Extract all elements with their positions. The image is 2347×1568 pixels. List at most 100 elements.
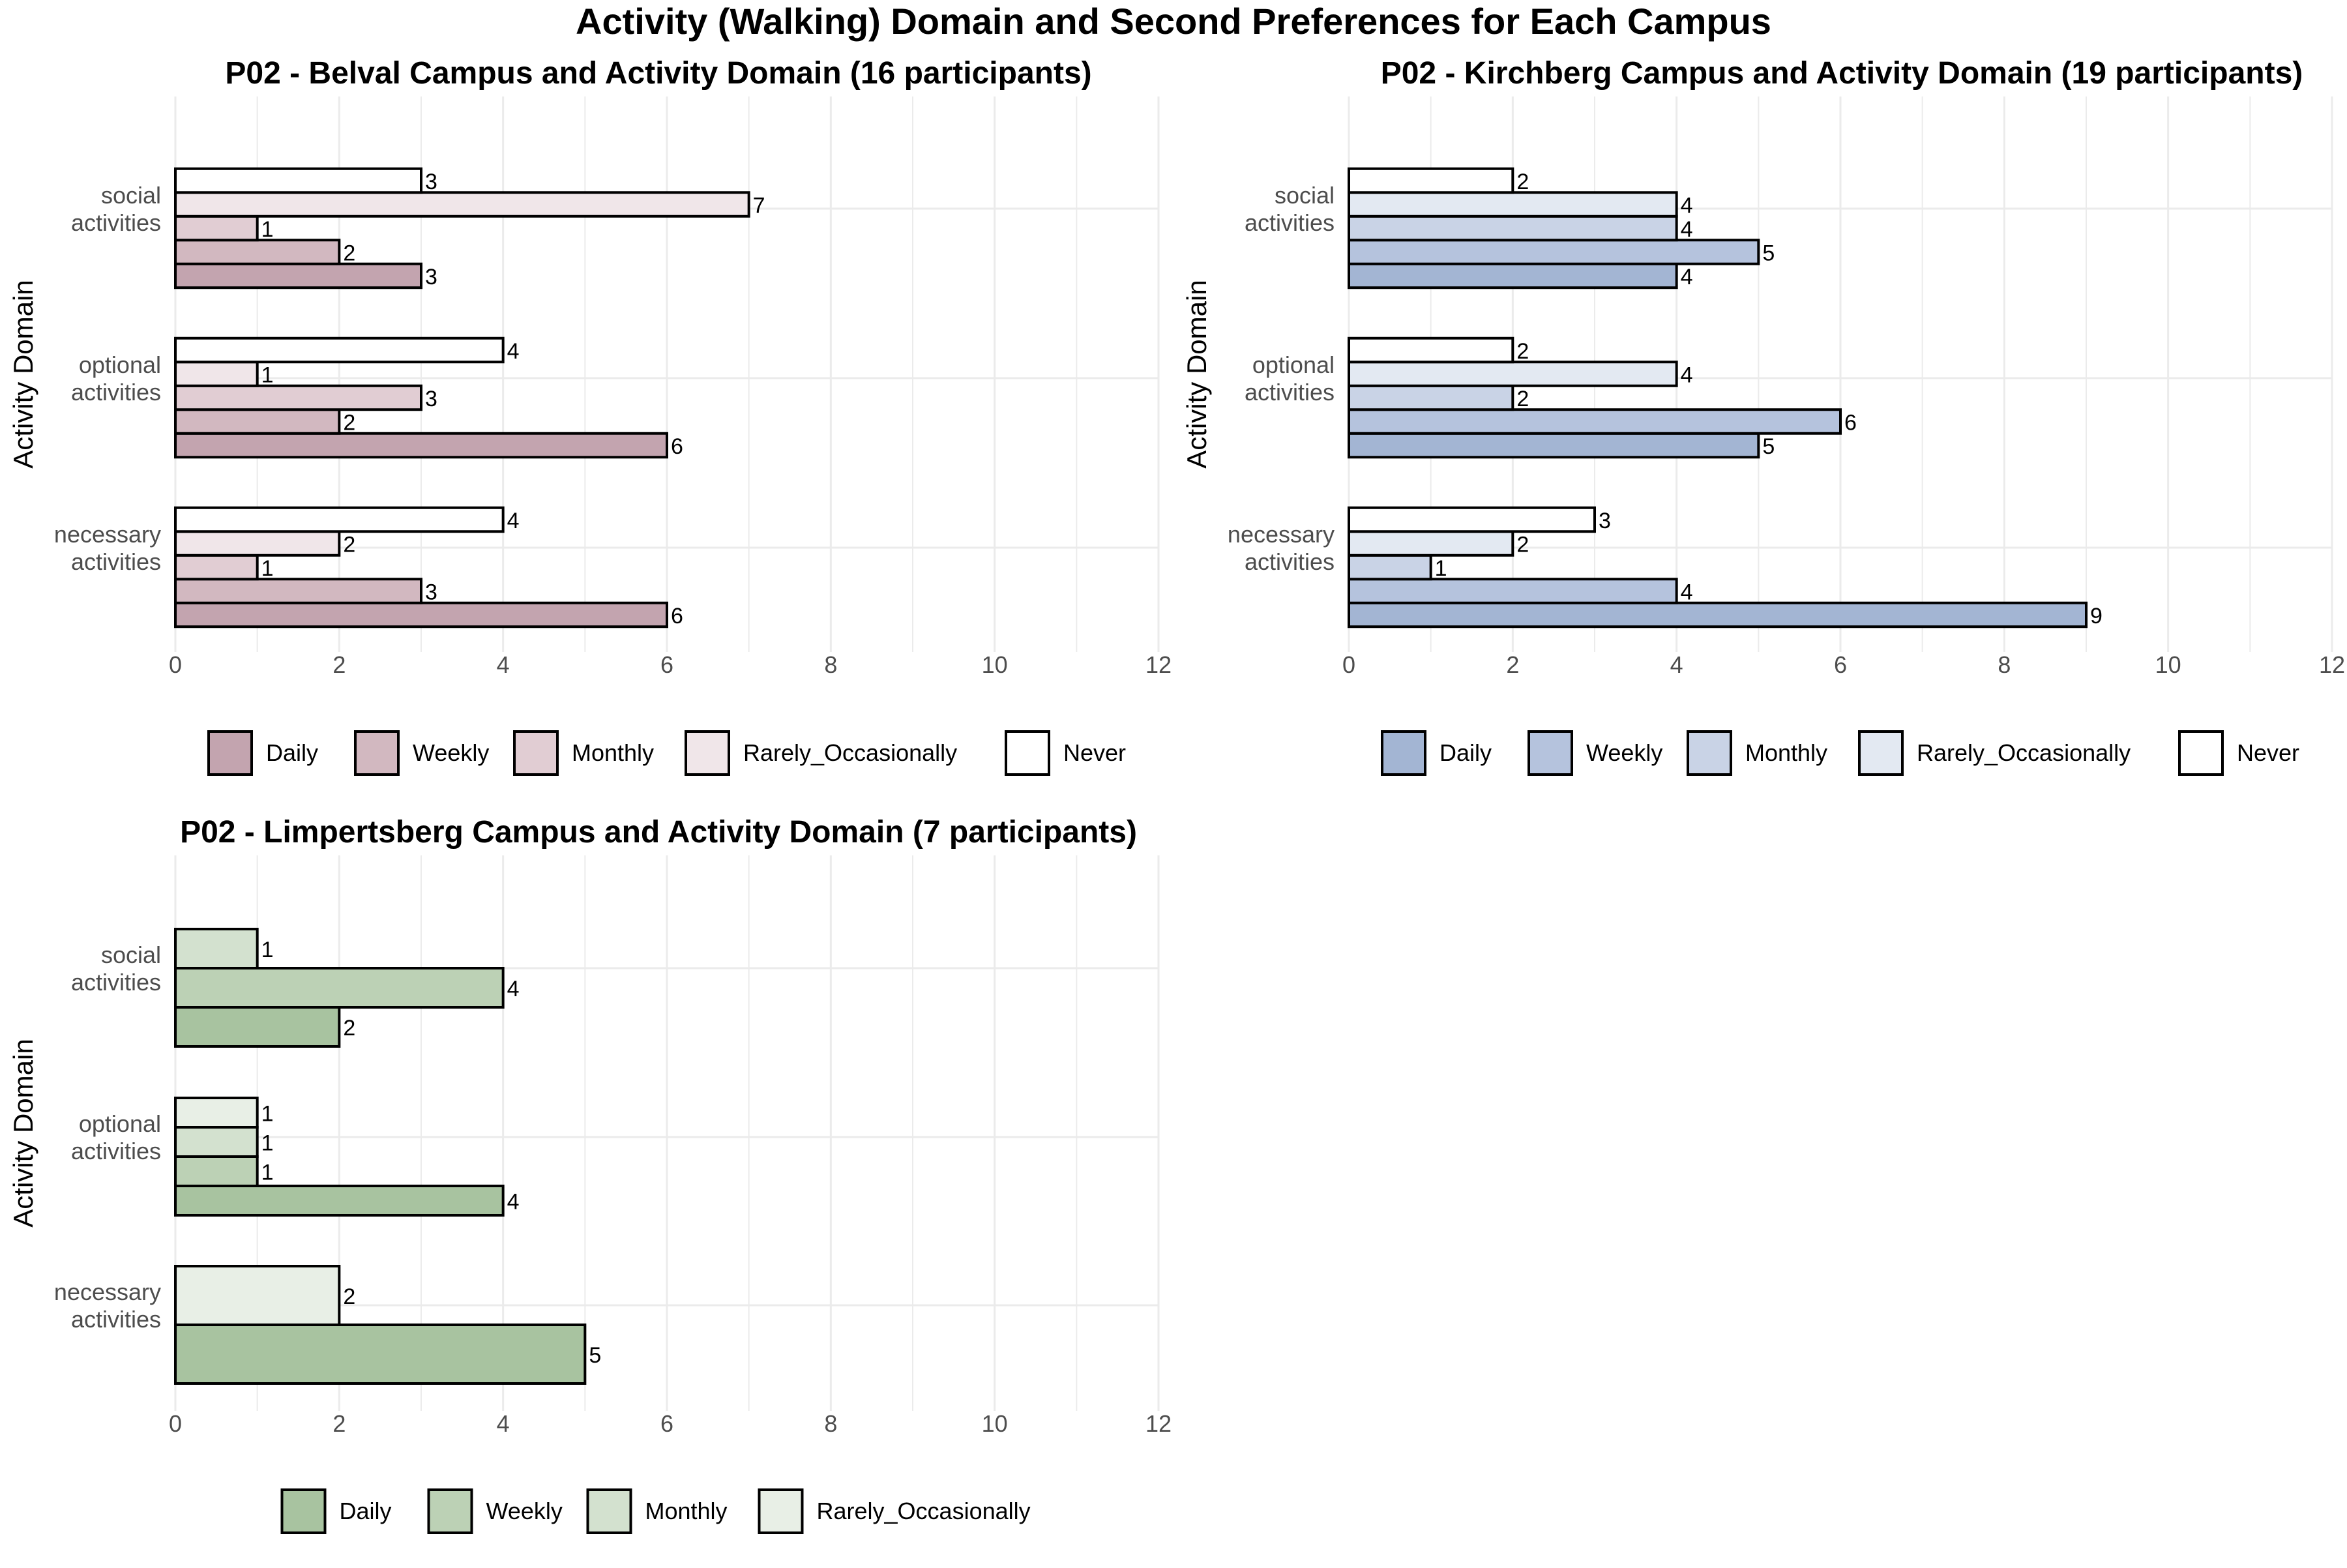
- legend-label-rarely-occasionally: Rarely_Occasionally: [743, 739, 957, 766]
- chart-panel-2: P02 - Kirchberg Campus and Activity Doma…: [1181, 56, 2345, 776]
- bar-social-activities-daily: [1348, 262, 1678, 289]
- data-label: 3: [425, 580, 437, 605]
- bar-optional-activities-rarely-occasionally: [174, 361, 259, 387]
- data-label: 3: [425, 387, 437, 411]
- bar-optional-activities-never: [1348, 336, 1514, 364]
- data-label: 2: [343, 1284, 355, 1309]
- legend-key-monthly: [513, 730, 559, 776]
- x-tick-label: 12: [1145, 651, 1172, 678]
- x-tick-label: 6: [660, 651, 673, 678]
- legend-label-daily: Daily: [1439, 739, 1492, 766]
- data-label: 4: [1681, 217, 1693, 242]
- data-label: 1: [261, 1102, 274, 1127]
- category-label-necessary-activities: necessary activities: [1228, 521, 1335, 575]
- bar-necessary-activities-rarely-occasionally: [174, 530, 341, 557]
- x-tick-label: 10: [982, 651, 1008, 678]
- legend: Daily Weekly Monthly Rarely_Occasionally Nev…: [1381, 730, 2299, 776]
- bar-necessary-activities-rarely-occasionally: [1348, 530, 1514, 557]
- data-label: 9: [2090, 604, 2103, 629]
- data-label: 1: [261, 363, 274, 388]
- data-label: 4: [1681, 580, 1693, 605]
- x-tick-label: 6: [660, 1410, 673, 1437]
- legend-label-monthly: Monthly: [572, 739, 654, 766]
- bar-social-activities-monthly: [174, 928, 259, 969]
- data-label: 4: [507, 977, 520, 1001]
- bar-necessary-activities-daily: [1348, 601, 2088, 629]
- bar-optional-activities-daily: [1348, 432, 1760, 459]
- panel-title: P02 - Limpertsberg Campus and Activity D…: [180, 815, 1137, 850]
- data-label: 1: [261, 1131, 274, 1156]
- category-label-social-activities: social activities: [71, 182, 161, 236]
- legend-label-never: Never: [1063, 739, 1126, 766]
- category-label-necessary-activities: necessary activities: [54, 521, 161, 575]
- legend-label-rarely-occasionally: Rarely_Occasionally: [817, 1498, 1031, 1524]
- data-label: 1: [261, 556, 274, 581]
- bar-optional-activities-rarely-occasionally: [1348, 361, 1678, 387]
- bar-optional-activities-daily: [174, 432, 668, 459]
- bar-optional-activities-weekly: [174, 408, 341, 435]
- bar-social-activities-weekly: [174, 239, 341, 265]
- bar-necessary-activities-rarely-occasionally: [174, 1265, 341, 1326]
- category-label-optional-activities: optional activities: [1245, 351, 1335, 406]
- legend-key-rarely-occasionally: [758, 1488, 804, 1534]
- data-label: 3: [425, 170, 437, 194]
- bar-social-activities-rarely-occasionally: [1348, 191, 1678, 218]
- x-tick-label: 8: [1998, 651, 2011, 678]
- bar-social-activities-rarely-occasionally: [174, 191, 750, 218]
- x-tick-label: 12: [2319, 651, 2345, 678]
- panel-title: P02 - Kirchberg Campus and Activity Doma…: [1381, 56, 2303, 91]
- data-label: 2: [343, 241, 355, 266]
- category-label-necessary-activities: necessary activities: [54, 1279, 161, 1333]
- legend-label-daily: Daily: [266, 739, 318, 766]
- data-label: 2: [343, 533, 355, 557]
- x-tick-label: 8: [824, 1410, 837, 1437]
- y-axis-title: Activity Domain: [1181, 280, 1212, 468]
- data-label: 6: [1844, 411, 1857, 436]
- bar-social-activities-weekly: [174, 967, 505, 1009]
- bar-necessary-activities-daily: [174, 1324, 587, 1385]
- x-tick-label: 2: [332, 651, 346, 678]
- data-label: 4: [507, 339, 520, 364]
- x-tick-label: 4: [1670, 651, 1683, 678]
- bar-optional-activities-monthly: [174, 1126, 259, 1158]
- data-label: 2: [343, 411, 355, 436]
- x-tick-label: 2: [332, 1410, 346, 1437]
- bar-necessary-activities-weekly: [1348, 578, 1678, 604]
- y-axis-title: Activity Domain: [8, 280, 38, 468]
- bar-optional-activities-rarely-occasionally: [174, 1097, 259, 1129]
- data-label: 6: [671, 604, 683, 629]
- x-tick-label: 0: [169, 1410, 182, 1437]
- data-label: 2: [1516, 339, 1529, 364]
- legend-key-weekly: [1528, 730, 1573, 776]
- category-label-social-activities: social activities: [1245, 182, 1335, 236]
- data-label: 2: [343, 1016, 355, 1041]
- bar-social-activities-monthly: [1348, 214, 1678, 242]
- legend-label-weekly: Weekly: [486, 1498, 563, 1524]
- bar-necessary-activities-never: [174, 506, 505, 533]
- bar-optional-activities-monthly: [1348, 384, 1514, 411]
- data-label: 4: [1681, 194, 1693, 218]
- legend-label-weekly: Weekly: [1586, 739, 1662, 766]
- bar-social-activities-daily: [174, 262, 422, 289]
- chart-panel-3: P02 - Limpertsberg Campus and Activity D…: [8, 815, 1172, 1534]
- bar-optional-activities-daily: [174, 1185, 505, 1217]
- data-label: 2: [1516, 170, 1529, 194]
- legend-label-monthly: Monthly: [645, 1498, 728, 1524]
- legend-key-daily: [280, 1488, 327, 1534]
- data-label: 3: [425, 265, 437, 289]
- data-label: 4: [1681, 363, 1693, 388]
- x-tick-label: 10: [982, 1410, 1008, 1437]
- data-label: 2: [1516, 533, 1529, 557]
- panel-title: P02 - Belval Campus and Activity Domain …: [225, 56, 1091, 91]
- bar-optional-activities-monthly: [174, 384, 422, 411]
- data-label: 1: [1435, 556, 1447, 581]
- data-label: 1: [261, 938, 274, 962]
- bar-optional-activities-weekly: [1348, 408, 1842, 435]
- figure-title: Activity (Walking) Domain and Second Pre…: [576, 1, 1771, 42]
- legend-label-daily: Daily: [340, 1498, 392, 1524]
- category-label-optional-activities: optional activities: [71, 1110, 161, 1164]
- x-tick-label: 4: [497, 651, 510, 678]
- chart-panel-1: P02 - Belval Campus and Activity Domain …: [8, 56, 1172, 776]
